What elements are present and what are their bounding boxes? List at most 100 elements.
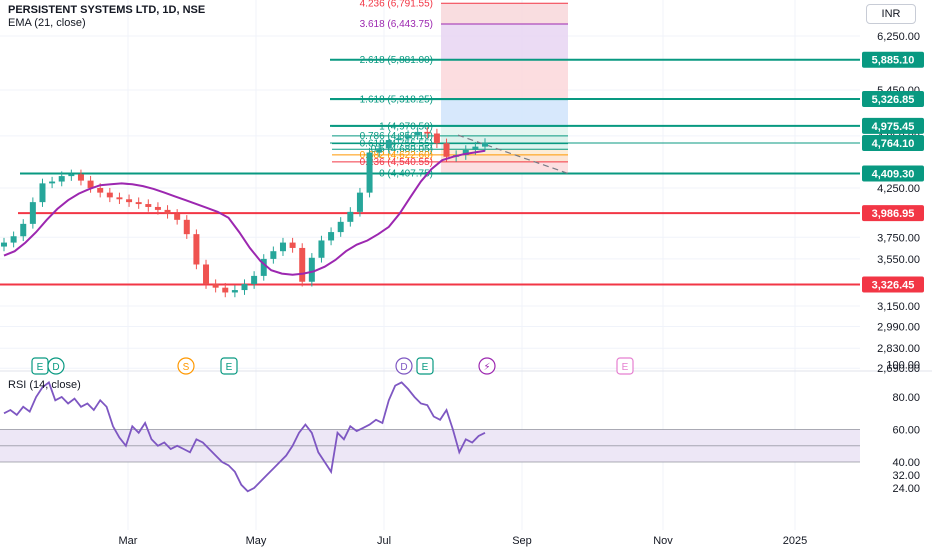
- candle-body-4: [39, 183, 46, 203]
- price-level-badge-1[interactable]: [862, 90, 924, 107]
- candle-body-1: [10, 236, 17, 243]
- candle-body-23: [222, 287, 229, 293]
- event-marker-7[interactable]: [616, 357, 634, 375]
- rsi-line: [3, 380, 486, 493]
- candle-body-39: [376, 148, 383, 153]
- price-axis-tick-3: 4,250.00: [877, 183, 920, 195]
- candle-body-13: [126, 199, 133, 203]
- fib-zone-4: [441, 126, 568, 136]
- time-axis-tick-4: Nov: [653, 535, 673, 547]
- candle-body-12: [116, 197, 123, 200]
- chart-legend: PERSISTENT SYSTEMS LTD, 1D, NSE: [8, 4, 205, 16]
- fib-label-1: 3.618 (6,443.75): [360, 19, 433, 30]
- price-level-badge-2[interactable]: [862, 117, 924, 134]
- candle-body-29: [279, 242, 286, 252]
- candle-body-49: [472, 146, 479, 150]
- candle-body-30: [289, 242, 296, 248]
- candle-body-9: [87, 180, 94, 188]
- candle-body-24: [231, 290, 238, 293]
- event-marker-label-0: E: [37, 362, 44, 373]
- price-level-badge-0[interactable]: [862, 51, 924, 68]
- event-marker-label-7: E: [622, 362, 629, 373]
- time-axis-tick-5: 2025: [783, 535, 807, 547]
- candle-body-34: [328, 232, 335, 241]
- candle-body-26: [251, 275, 258, 285]
- candle-body-5: [49, 181, 56, 184]
- price-level-badge-text-4: 4,409.30: [872, 168, 915, 180]
- rsi-axis-tick-0: 100.00: [886, 360, 920, 372]
- price-level-badge-3[interactable]: [862, 134, 924, 151]
- candle-body-43: [414, 131, 421, 136]
- candle-body-33: [318, 240, 325, 258]
- candle-body-22: [212, 284, 219, 288]
- time-axis-tick-3: Sep: [512, 535, 532, 547]
- candle-body-19: [183, 219, 190, 235]
- fib-zone-9: [441, 161, 568, 174]
- event-marker-1[interactable]: [47, 357, 65, 375]
- event-marker-label-3: E: [226, 362, 233, 373]
- price-level-badge-text-3: 4,764.10: [872, 138, 915, 150]
- price-axis-tick-8: 2,830.00: [877, 343, 920, 355]
- event-marker-label-4: D: [400, 362, 407, 373]
- symbol-title[interactable]: PERSISTENT SYSTEMS LTD, 1D, NSE: [8, 4, 206, 16]
- candle-body-20: [193, 234, 200, 265]
- event-marker-2[interactable]: [177, 357, 195, 375]
- ema-line: [3, 149, 486, 276]
- candle-body-50: [482, 142, 488, 147]
- fib-zone-7: [441, 149, 568, 155]
- candle-body-42: [405, 135, 412, 139]
- event-marker-3[interactable]: [220, 357, 238, 375]
- rsi-axis-tick-5: 24.00: [892, 483, 920, 495]
- currency-button[interactable]: INR: [866, 4, 916, 24]
- time-axis-tick-2: Jul: [377, 535, 391, 547]
- price-axis-tick-7: 2,990.00: [877, 322, 920, 334]
- fib-zone-3: [441, 99, 568, 127]
- time-axis-tick-1: May: [246, 535, 267, 547]
- candle-body-32: [308, 257, 315, 282]
- candle-body-46: [443, 143, 450, 157]
- rsi-indicator-label[interactable]: RSI (14, close): [8, 379, 81, 391]
- fib-label-6: 0.618 (4,755.55): [360, 139, 433, 150]
- price-level-badge-text-0: 5,885.10: [872, 55, 915, 67]
- candle-body-38: [366, 152, 373, 193]
- price-axis-tick-6: 3,150.00: [877, 301, 920, 313]
- candle-body-37: [356, 192, 363, 212]
- price-axis-tick-5: 3,550.00: [877, 254, 920, 266]
- candle-body-2: [20, 223, 27, 237]
- event-marker-label-5: E: [422, 362, 429, 373]
- fib-zone-0: [441, 3, 568, 24]
- candle-body-21: [203, 264, 210, 285]
- fib-label-3: 1.618 (5,318.25): [360, 95, 433, 106]
- event-marker-6[interactable]: [478, 357, 496, 375]
- candle-body-45: [433, 133, 440, 144]
- candle-body-44: [424, 131, 431, 134]
- price-axis-tick-0: 6,250.00: [877, 31, 920, 43]
- event-marker-5[interactable]: [416, 357, 434, 375]
- price-level-badge-text-6: 3,326.45: [872, 280, 915, 292]
- candle-body-25: [241, 284, 248, 291]
- fib-zone-8: [441, 154, 568, 162]
- price-level-badge-4[interactable]: [862, 165, 924, 182]
- price-level-badge-5[interactable]: [862, 205, 924, 222]
- price-level-badge-text-1: 5,326.85: [872, 94, 915, 106]
- ema-indicator-label[interactable]: EMA (21, close): [8, 17, 86, 29]
- candle-body-6: [58, 176, 65, 182]
- price-level-badge-6[interactable]: [862, 276, 924, 293]
- fib-label-0: 4.236 (6,791.55): [360, 0, 433, 9]
- candle-body-17: [164, 209, 171, 214]
- candle-body-35: [337, 221, 344, 233]
- fib-label-7: 0.5 (4,689.05): [371, 144, 433, 155]
- candle-body-15: [145, 204, 152, 207]
- candle-body-28: [270, 251, 277, 259]
- event-marker-4[interactable]: [395, 357, 413, 375]
- fib-zone-2: [441, 59, 568, 100]
- event-marker-label-1: D: [52, 362, 59, 373]
- rsi-axis-tick-3: 40.00: [892, 457, 920, 469]
- fib-label-5: 0.786 (4,850.10): [360, 131, 433, 142]
- fib-zone-5: [441, 135, 568, 144]
- candle-body-27: [260, 258, 267, 276]
- fib-zone-6: [441, 143, 568, 150]
- fib-label-8: 0.382 (4,622.60): [360, 150, 433, 161]
- price-axis-tick-4: 3,750.00: [877, 232, 920, 244]
